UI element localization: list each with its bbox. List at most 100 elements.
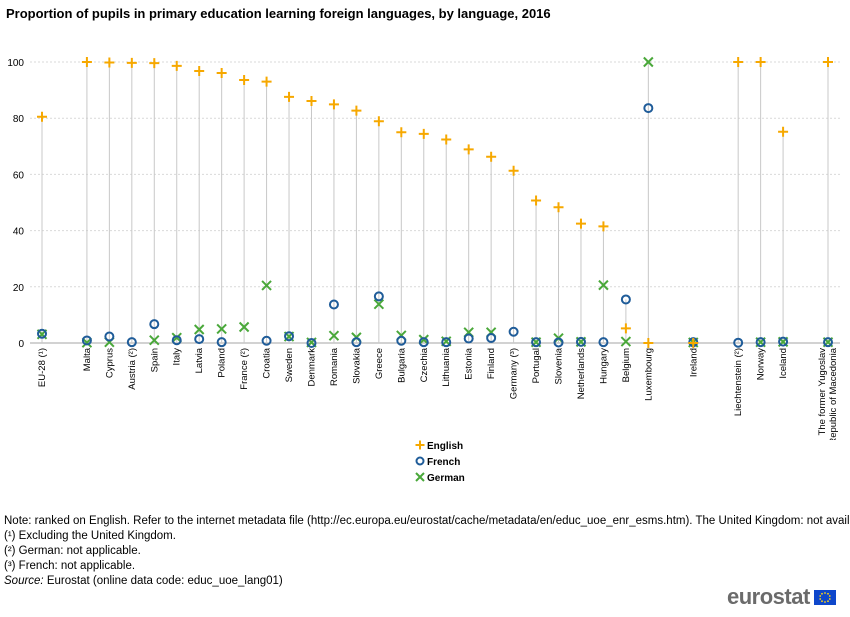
french-point xyxy=(575,336,586,347)
french-point xyxy=(373,291,384,302)
french-point xyxy=(396,335,407,346)
legend-label-english: English xyxy=(427,440,464,452)
english-point xyxy=(418,128,429,139)
x-tick-label-text: Finland xyxy=(486,348,497,379)
x-tick-label: Lithuania xyxy=(441,347,452,386)
x-tick-label: Hungary xyxy=(598,348,609,384)
x-tick-label: Belgium xyxy=(621,348,632,382)
x-tick-label-text: Estonia xyxy=(464,347,475,379)
x-tick-label-text: Slovenia xyxy=(554,347,565,384)
x-tick-label: The former Yugoslav Republic of Macedonia xyxy=(817,347,839,440)
english-point xyxy=(396,127,407,138)
german-point xyxy=(328,330,340,341)
english-point xyxy=(620,323,631,334)
chart-plot: 0 20 40 60 80 100 EU-28 (¹) Malta Cyprus Austria … xyxy=(7,56,840,440)
french-point xyxy=(216,337,227,348)
x-tick-label-text: Iceland xyxy=(778,348,789,379)
english-point xyxy=(531,195,542,206)
note-line: (³) French: not applicable. xyxy=(4,560,136,572)
x-tick-label-text: Malta xyxy=(82,347,93,371)
german-point xyxy=(373,299,385,310)
x-tick-label: Ireland xyxy=(688,348,699,377)
english-point xyxy=(194,65,205,76)
x-tick-label-line: The former Yugoslav xyxy=(817,348,828,436)
english-point xyxy=(441,134,452,145)
x-tick-label: Italy xyxy=(172,348,183,366)
french-point xyxy=(778,336,789,347)
english-point xyxy=(486,151,497,162)
x-tick-label: Romania xyxy=(329,347,340,386)
german-point xyxy=(643,56,654,68)
english-point xyxy=(463,144,474,155)
y-tick-label: 60 xyxy=(13,170,25,181)
x-tick-label-text: Latvia xyxy=(194,347,205,373)
source-text: Eurostat (online data code: educ_uoe_lan… xyxy=(43,575,283,587)
plus-icon xyxy=(414,440,426,453)
x-tick-label-text: Liechtenstein (²) xyxy=(733,348,744,416)
english-point xyxy=(755,57,766,67)
french-point xyxy=(328,299,339,310)
french-point xyxy=(194,334,205,345)
x-tick-label-text: Bulgaria xyxy=(396,347,407,383)
english-point xyxy=(104,57,115,68)
x-tick-label-text: Ireland xyxy=(688,348,699,377)
x-tick-label: Spain xyxy=(149,348,160,372)
x-tick-label: Sweden xyxy=(284,348,295,382)
x-tick-label: Norway xyxy=(756,348,767,380)
french-point xyxy=(531,337,542,348)
source-label: Source: xyxy=(4,575,44,587)
english-point xyxy=(823,57,833,67)
cross-icon xyxy=(414,471,426,485)
english-point xyxy=(575,218,586,229)
english-point xyxy=(149,58,160,69)
english-point xyxy=(733,57,744,67)
french-point xyxy=(486,332,497,343)
x-tick-label-text: Cyprus xyxy=(104,348,115,378)
english-point xyxy=(598,221,609,232)
footnotes: Note: ranked on English. Refer to the in… xyxy=(4,514,850,589)
french-point xyxy=(149,319,160,330)
english-point xyxy=(351,105,362,116)
english-point xyxy=(261,76,272,87)
eu-flag-icon xyxy=(813,589,836,605)
legend-item-french: French xyxy=(414,454,465,470)
x-tick-label: EU-28 (¹) xyxy=(37,348,48,387)
french-point xyxy=(351,337,362,348)
x-tick-label-text: Lithuania xyxy=(441,347,452,386)
x-tick-label: Estonia xyxy=(464,347,475,379)
french-point xyxy=(284,331,295,342)
x-tick-label-text: Denmark xyxy=(306,348,317,387)
x-tick-label-text: Poland xyxy=(217,348,228,378)
x-tick-label-text: Germany (³) xyxy=(509,348,520,399)
x-tick-label: Iceland xyxy=(778,348,789,379)
legend-label-german: German xyxy=(427,472,465,484)
x-tick-label-text: France (²) xyxy=(239,348,250,390)
x-tick-label: Slovakia xyxy=(351,347,362,384)
note-line: (²) German: not applicable. xyxy=(4,545,141,557)
x-tick-label: Bulgaria xyxy=(396,347,407,383)
x-tick-label: Cyprus xyxy=(104,348,115,378)
x-tick-label-text: Greece xyxy=(374,348,385,379)
x-tick-label-text: Belgium xyxy=(621,348,632,382)
x-tick-label: Czechia xyxy=(419,347,430,382)
x-tick-label: Poland xyxy=(217,348,228,378)
english-point xyxy=(239,74,250,85)
english-point xyxy=(328,99,339,110)
y-tick-label: 20 xyxy=(13,283,25,294)
english-point xyxy=(778,126,789,137)
x-tick-label-text: Luxembourg xyxy=(643,348,654,401)
x-tick-label: Slovenia xyxy=(554,347,565,384)
english-point xyxy=(216,67,227,78)
x-tick-label-text: Italy xyxy=(172,348,183,366)
french-point xyxy=(441,337,452,348)
english-point xyxy=(508,165,519,176)
french-point xyxy=(553,337,564,348)
x-tick-label-text: Netherlands xyxy=(576,348,587,399)
german-point xyxy=(238,321,250,333)
x-tick-label: Latvia xyxy=(194,347,205,373)
x-tick-label: Germany (³) xyxy=(509,348,520,399)
english-point xyxy=(284,91,295,102)
french-point xyxy=(755,337,766,348)
x-tick-label-text: Sweden xyxy=(284,348,295,382)
german-point xyxy=(216,323,227,335)
